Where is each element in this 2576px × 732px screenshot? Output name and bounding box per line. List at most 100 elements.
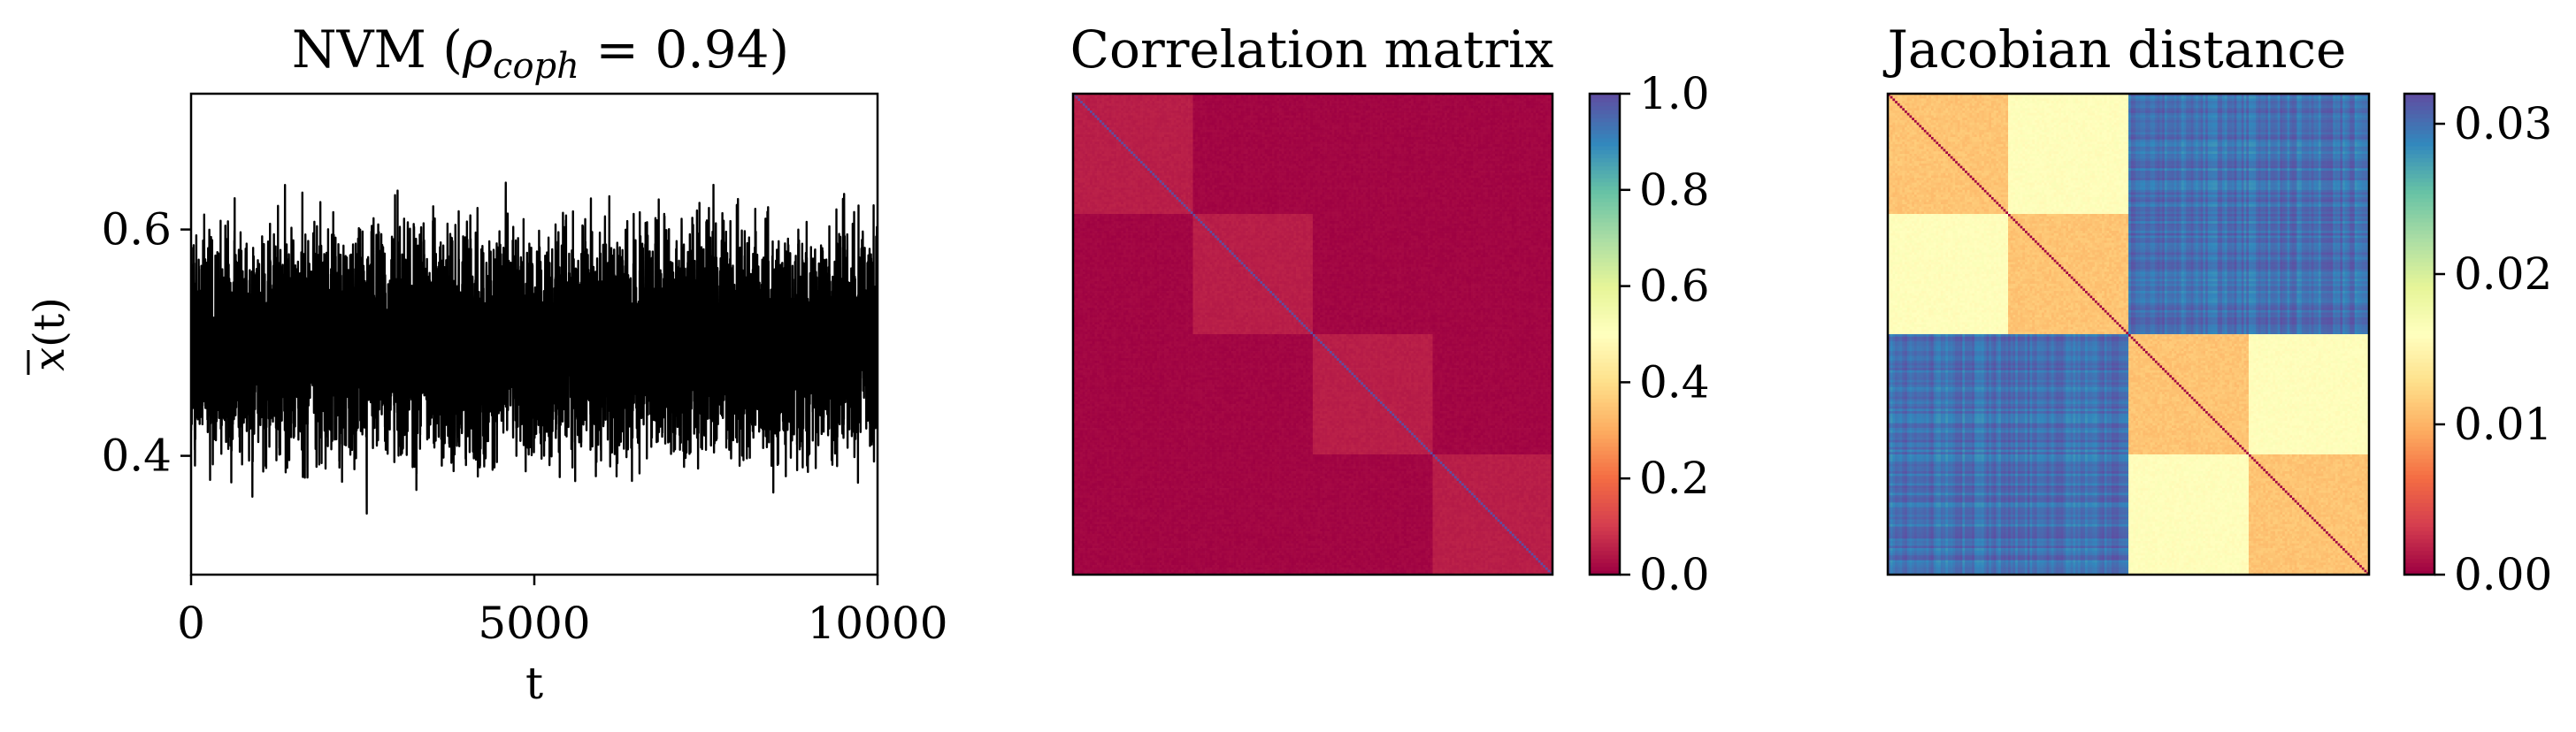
heatmap-cell xyxy=(1488,103,1491,106)
heatmap-cell xyxy=(1325,111,1328,113)
heatmap-cell xyxy=(1229,108,1231,111)
heatmap-cell xyxy=(1430,103,1433,106)
heatmap-cell xyxy=(1174,115,1177,118)
heatmap-cell xyxy=(1423,98,1426,101)
heatmap-cell xyxy=(1102,115,1105,118)
heatmap-cell xyxy=(1438,111,1440,113)
heatmap-cell xyxy=(1164,106,1167,109)
heatmap-cell xyxy=(1392,113,1394,116)
heatmap-cell xyxy=(1226,111,1229,113)
heatmap-cell xyxy=(1238,103,1241,106)
heatmap-cell xyxy=(1169,98,1171,101)
heatmap-cell xyxy=(1516,106,1519,109)
nvm-y-axis-symbol: x xyxy=(25,347,74,371)
heatmap-cell xyxy=(1418,108,1421,111)
heatmap-cell xyxy=(1457,106,1460,109)
heatmap-cell xyxy=(1401,111,1404,113)
heatmap-cell xyxy=(1514,98,1517,101)
heatmap-cell xyxy=(1414,101,1416,103)
heatmap-cell xyxy=(1241,96,1244,99)
heatmap-cell xyxy=(1519,115,1522,118)
heatmap-cell xyxy=(1164,103,1167,106)
heatmap-cell xyxy=(1334,115,1337,118)
heatmap-cell xyxy=(1258,101,1261,103)
heatmap-cell xyxy=(1356,101,1359,103)
heatmap-cell xyxy=(1154,98,1157,101)
heatmap-cell xyxy=(1361,108,1363,111)
heatmap-cell xyxy=(1346,115,1349,118)
heatmap-cell xyxy=(1384,96,1387,99)
heatmap-cell xyxy=(1483,115,1485,118)
heatmap-cell xyxy=(1209,96,1212,99)
heatmap-cell xyxy=(1466,98,1468,101)
heatmap-cell xyxy=(1236,96,1238,99)
heatmap-cell xyxy=(1308,111,1311,113)
heatmap-cell xyxy=(1191,115,1193,118)
heatmap-cell xyxy=(1438,101,1440,103)
heatmap-cell xyxy=(1284,101,1286,103)
heatmap-cell xyxy=(1234,96,1237,99)
heatmap-cell xyxy=(1246,113,1248,116)
heatmap-cell xyxy=(1435,98,1438,101)
heatmap-cell xyxy=(1543,115,1545,118)
heatmap-cell xyxy=(1435,115,1438,118)
heatmap-cell xyxy=(1433,106,1436,109)
heatmap-cell xyxy=(1299,111,1301,113)
heatmap-cell xyxy=(1514,108,1517,111)
heatmap-cell xyxy=(1177,96,1179,99)
heatmap-cell xyxy=(1087,108,1090,111)
heatmap-cell xyxy=(1293,96,1296,99)
heatmap-cell xyxy=(1399,108,1402,111)
heatmap-cell xyxy=(1442,103,1445,106)
heatmap-cell xyxy=(1533,101,1536,103)
heatmap-cell xyxy=(1111,108,1114,111)
heatmap-cell xyxy=(1200,108,1203,111)
heatmap-cell xyxy=(1131,111,1133,113)
heatmap-cell xyxy=(1236,106,1238,109)
heatmap-cell xyxy=(1447,111,1450,113)
heatmap-cell xyxy=(1140,101,1143,103)
heatmap-cell xyxy=(1380,115,1383,118)
heatmap-cell xyxy=(1368,96,1370,99)
heatmap-cell xyxy=(1231,101,1234,103)
heatmap-cell xyxy=(1154,103,1157,106)
heatmap-cell xyxy=(1310,111,1313,113)
heatmap-cell xyxy=(1169,111,1171,113)
heatmap-cell xyxy=(1442,113,1445,116)
heatmap-cell xyxy=(1121,96,1123,99)
heatmap-cell xyxy=(1342,106,1345,109)
heatmap-cell xyxy=(1092,106,1095,109)
heatmap-cell xyxy=(1332,98,1335,101)
heatmap-cell xyxy=(1219,108,1222,111)
heatmap-cell xyxy=(1306,106,1308,109)
heatmap-cell xyxy=(1269,115,1272,118)
heatmap-cell xyxy=(1507,108,1510,111)
heatmap-cell xyxy=(1262,101,1265,103)
heatmap-cell xyxy=(1407,108,1409,111)
heatmap-cell xyxy=(1083,106,1085,109)
heatmap-cell xyxy=(1536,106,1538,109)
heatmap-cell xyxy=(1464,115,1467,118)
heatmap-cell xyxy=(1418,115,1421,118)
heatmap-cell xyxy=(1390,108,1392,111)
heatmap-cell xyxy=(1536,101,1538,103)
heatmap-cell xyxy=(1107,101,1109,103)
heatmap-cell xyxy=(1440,115,1443,118)
heatmap-cell xyxy=(1157,103,1160,106)
heatmap-cell xyxy=(1368,101,1370,103)
heatmap-cell xyxy=(1416,96,1419,99)
heatmap-cell xyxy=(1523,98,1526,101)
heatmap-cell xyxy=(1178,111,1181,113)
heatmap-cell xyxy=(1522,101,1524,103)
heatmap-cell xyxy=(1102,108,1105,111)
heatmap-cell xyxy=(1322,108,1325,111)
heatmap-cell xyxy=(1260,113,1262,116)
heatmap-cell xyxy=(1171,113,1174,116)
heatmap-cell xyxy=(1353,111,1356,113)
heatmap-cell xyxy=(1083,111,1085,113)
heatmap-cell xyxy=(1160,98,1162,101)
heatmap-cell xyxy=(1284,113,1286,116)
heatmap-cell xyxy=(1100,111,1102,113)
heatmap-cell xyxy=(1128,106,1131,109)
heatmap-cell xyxy=(1092,103,1095,106)
